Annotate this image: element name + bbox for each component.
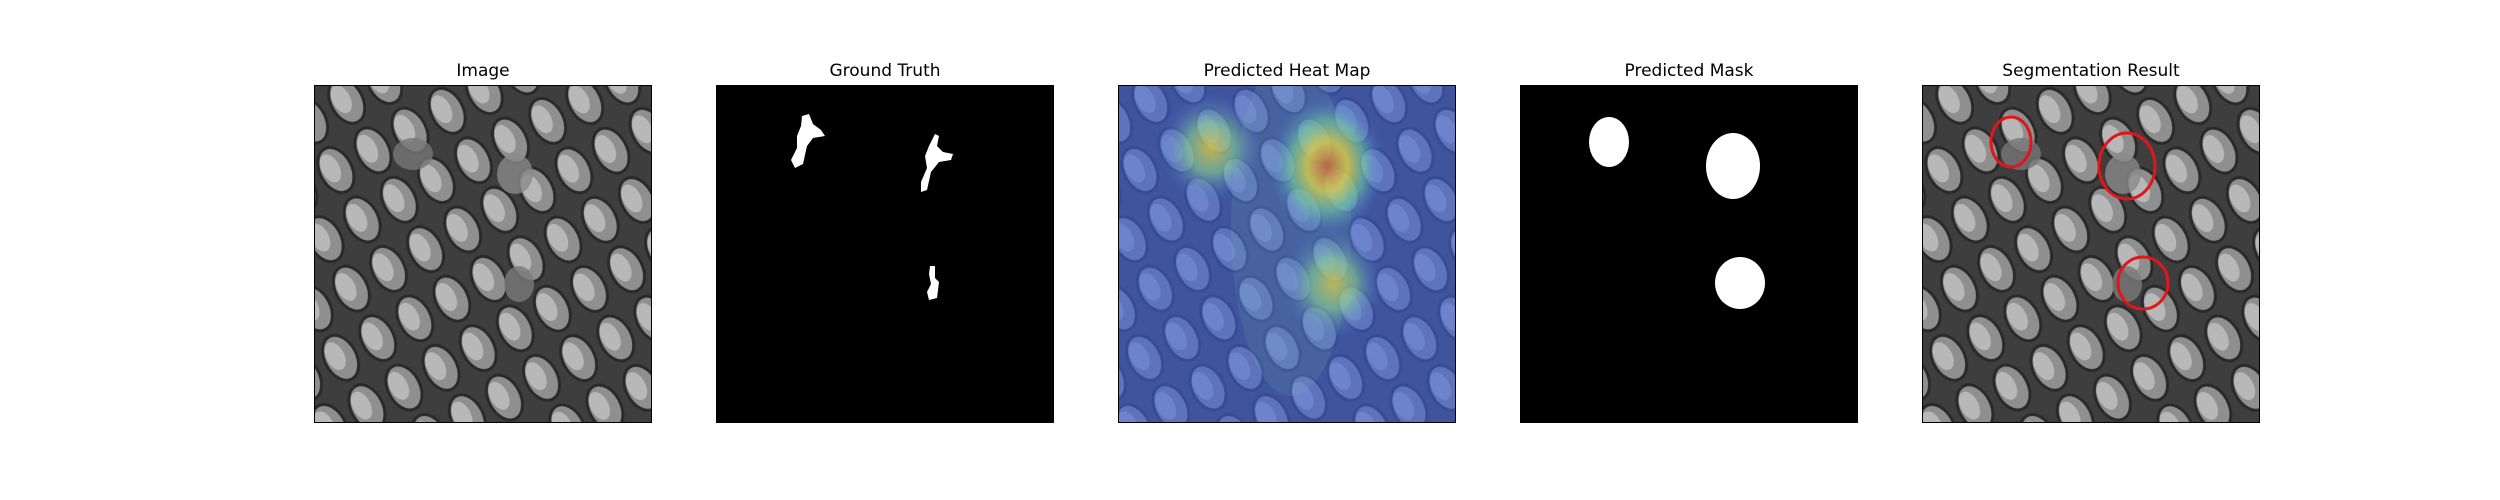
mask-blob-3 bbox=[1715, 257, 1765, 309]
panel-mask: Predicted Mask bbox=[1520, 0, 1858, 500]
segmentation-frame bbox=[1922, 85, 2260, 423]
panel-image: Image bbox=[314, 0, 652, 500]
mask-frame bbox=[1520, 85, 1858, 423]
panel-title-segmentation: Segmentation Result bbox=[2002, 61, 2180, 81]
defect-2 bbox=[497, 154, 533, 194]
panel-title-image: Image bbox=[456, 61, 510, 81]
gt-region-2 bbox=[921, 134, 953, 192]
panel-segmentation: Segmentation Result bbox=[1922, 0, 2260, 500]
panel-title-mask: Predicted Mask bbox=[1624, 61, 1754, 81]
image-frame bbox=[314, 85, 652, 423]
heatmap-frame bbox=[1118, 85, 1456, 423]
contour-3 bbox=[2116, 255, 2170, 311]
panel-title-heatmap: Predicted Heat Map bbox=[1203, 61, 1371, 81]
mask-blob-2 bbox=[1706, 133, 1760, 199]
contour-2 bbox=[2097, 131, 2157, 201]
heat-blob-2 bbox=[1269, 96, 1385, 236]
heat-blob-1 bbox=[1159, 93, 1263, 203]
mask-blob-1 bbox=[1589, 117, 1629, 167]
defect-3 bbox=[504, 266, 534, 302]
ground-truth-frame bbox=[716, 85, 1054, 423]
heat-blob-3 bbox=[1283, 229, 1383, 339]
gt-region-3 bbox=[927, 266, 939, 300]
panel-title-ground-truth: Ground Truth bbox=[829, 61, 941, 81]
panel-heatmap: Predicted Heat Map bbox=[1118, 0, 1456, 500]
defect-1 bbox=[393, 138, 433, 170]
predicted-mask bbox=[1521, 86, 1857, 422]
panel-ground-truth: Ground Truth bbox=[716, 0, 1054, 500]
segmentation-overlay bbox=[1923, 86, 2259, 422]
fabric-image bbox=[315, 86, 651, 422]
ground-truth-mask bbox=[717, 86, 1053, 422]
gt-region-1 bbox=[791, 114, 825, 168]
heatmap-overlay bbox=[1119, 86, 1455, 422]
contour-1 bbox=[1989, 115, 2033, 169]
